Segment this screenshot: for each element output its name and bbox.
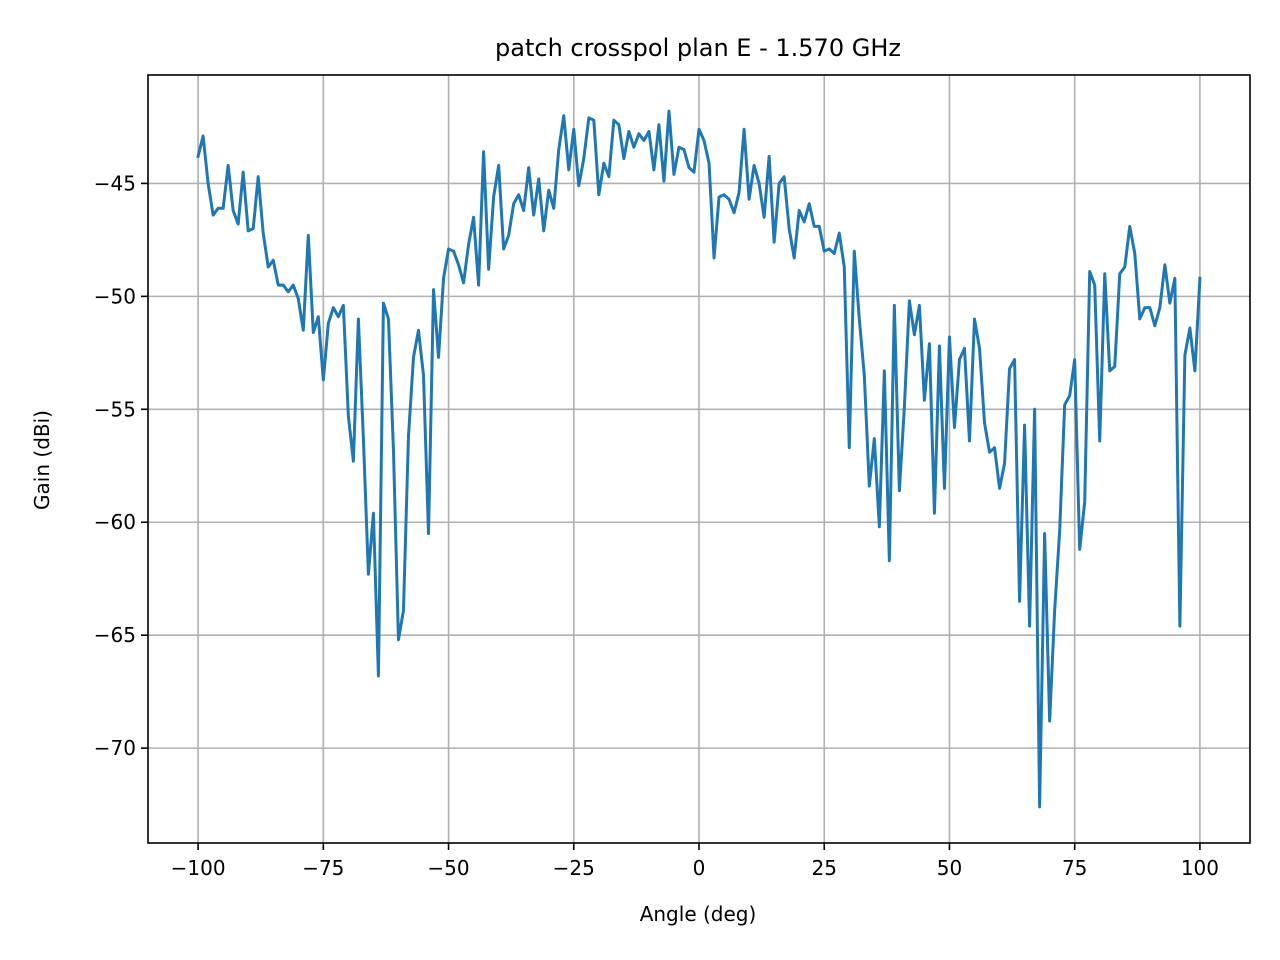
x-tick-label: 25 bbox=[812, 856, 837, 880]
x-axis-ticks: −100 −75 −50 −25 0 25 50 75 100 bbox=[171, 843, 1219, 880]
grid-lines bbox=[148, 75, 1250, 843]
y-tick-label: −65 bbox=[94, 623, 136, 647]
y-tick-label: −45 bbox=[94, 171, 136, 195]
x-tick-label: 100 bbox=[1181, 856, 1219, 880]
y-tick-label: −55 bbox=[94, 397, 136, 421]
x-tick-label: −75 bbox=[302, 856, 344, 880]
y-axis-label: Gain (dBi) bbox=[30, 410, 54, 510]
x-tick-label: 75 bbox=[1062, 856, 1087, 880]
y-axis-ticks: −70 −65 −60 −55 −50 −45 bbox=[94, 171, 148, 760]
y-tick-label: −50 bbox=[94, 284, 136, 308]
x-tick-label: −25 bbox=[553, 856, 595, 880]
x-tick-label: 50 bbox=[937, 856, 962, 880]
x-tick-label: −50 bbox=[427, 856, 469, 880]
x-axis-label: Angle (deg) bbox=[640, 902, 757, 926]
y-tick-label: −60 bbox=[94, 510, 136, 534]
chart-title: patch crosspol plan E - 1.570 GHz bbox=[495, 34, 901, 62]
x-tick-label: 0 bbox=[693, 856, 706, 880]
y-tick-label: −70 bbox=[94, 736, 136, 760]
gain-series-line bbox=[196, 109, 1202, 809]
x-tick-label: −100 bbox=[171, 856, 226, 880]
series-group bbox=[196, 109, 1202, 809]
